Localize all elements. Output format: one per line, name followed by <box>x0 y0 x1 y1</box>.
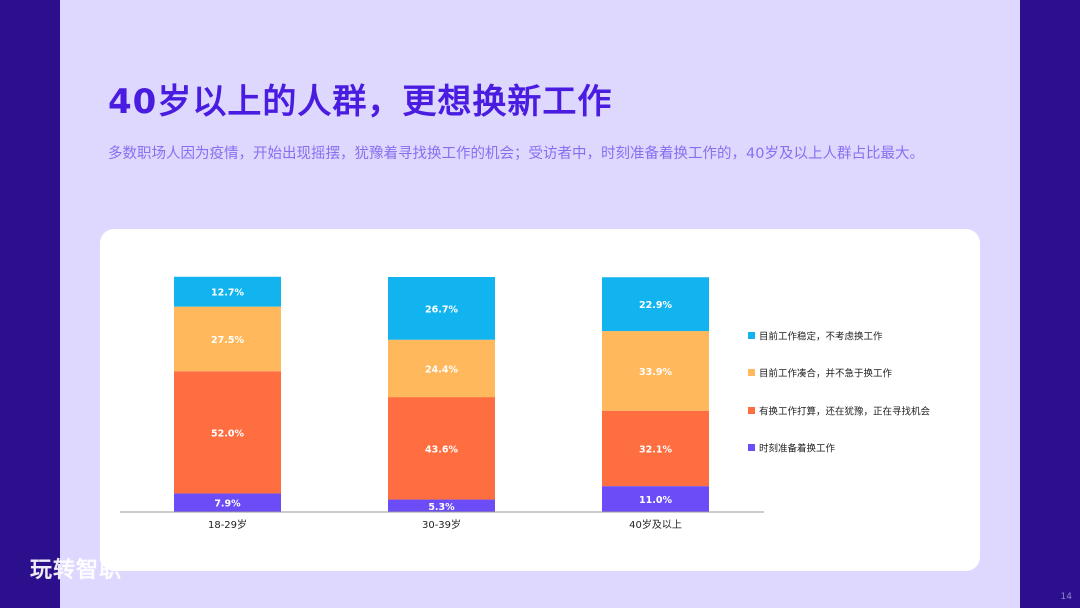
page-subtitle: 多数职场人因为疫情，开始出现摇摆，犹豫着寻找换工作的机会；受访者中，时刻准备着换… <box>108 146 924 162</box>
legend-swatch-3 <box>748 407 755 414</box>
legend-label-3: 有换工作打算，还在犹豫，正在寻找机会 <box>759 406 931 418</box>
legend-swatch-2 <box>748 369 755 376</box>
bar-segment-2-4 <box>388 277 495 340</box>
legend-label-2: 目前工作凑合，并不急于换工作 <box>759 368 893 380</box>
data-label-3-4: 22.9% <box>639 300 672 311</box>
bar-segment-3-2 <box>602 410 709 487</box>
bar-segment-1-2 <box>174 371 281 494</box>
slide-panel: 40岁以上的人群，更想换新工作 多数职场人因为疫情，开始出现摇摆，犹豫着寻找换工… <box>60 0 1020 608</box>
page-title: 40岁以上的人群，更想换新工作 <box>108 82 613 122</box>
bar-segment-1-1 <box>174 493 281 512</box>
x-tick-label-1: 18-29岁 <box>208 518 247 531</box>
legend-swatch-4 <box>748 444 755 451</box>
legend-label-1: 目前工作稳定，不考虑换工作 <box>759 331 883 343</box>
data-label-2-4: 26.7% <box>425 304 458 315</box>
x-tick-label-2: 30-39岁 <box>422 518 461 531</box>
bar-segment-3-4 <box>602 277 709 332</box>
data-label-3-2: 32.1% <box>639 444 672 455</box>
data-label-1-1: 7.9% <box>214 499 241 510</box>
data-label-2-1: 5.3% <box>428 502 455 513</box>
data-label-2-2: 43.6% <box>425 444 458 455</box>
data-label-1-2: 52.0% <box>211 428 244 439</box>
bar-segment-2-2 <box>388 397 495 500</box>
page-number: 14 <box>1060 592 1072 602</box>
bar-segment-3-3 <box>602 331 709 411</box>
bar-segment-2-3 <box>388 339 495 398</box>
bar-segment-1-4 <box>174 276 281 307</box>
bar-segment-3-1 <box>602 486 709 512</box>
data-label-1-4: 12.7% <box>211 288 244 299</box>
legend-label-4: 时刻准备着换工作 <box>759 443 836 455</box>
x-tick-label-3: 40岁及以上 <box>629 518 682 531</box>
data-label-3-1: 11.0% <box>639 495 672 506</box>
data-label-2-3: 24.4% <box>425 364 458 375</box>
chart-card: 7.9% 52.0% 27.5% 12.7% 18-29岁 5.3% 43.6% 24.4% 2… <box>100 229 980 571</box>
legend-swatch-1 <box>748 332 755 339</box>
data-label-1-3: 27.5% <box>211 335 244 346</box>
bar-segment-1-3 <box>174 306 281 372</box>
brand-watermark: 玩转智职 <box>30 558 123 583</box>
bar-segment-2-1 <box>388 499 495 512</box>
data-label-3-3: 33.9% <box>639 367 672 378</box>
stacked-bar-chart: 7.9% 52.0% 27.5% 12.7% 18-29岁 5.3% 43.6% 24.4% 2… <box>120 276 931 531</box>
